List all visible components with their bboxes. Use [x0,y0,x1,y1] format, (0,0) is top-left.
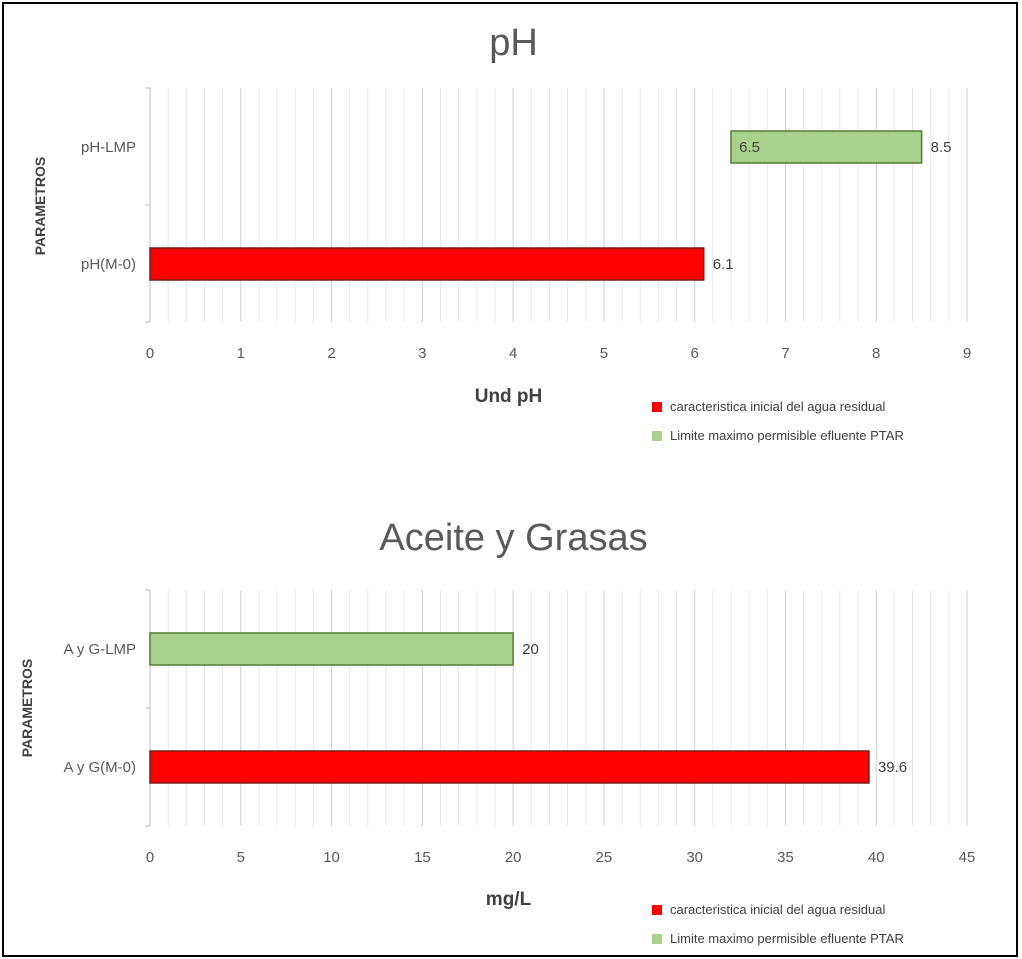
chart1-legend-swatch [652,905,662,915]
chart0-legend-label: caracteristica inicial del agua residual [670,399,885,414]
chart0-legend-swatch [652,431,662,441]
chart0-x-axis-title: Und pH [475,386,543,407]
chart0-title: pH [489,22,538,64]
chart0-legend-swatch [652,402,662,412]
chart0-x-tick-label: 1 [237,345,245,362]
chart0-bar-start-label: 6.5 [739,139,760,156]
chart1-x-tick-label: 5 [237,849,245,866]
chart1-legend-label: caracteristica inicial del agua residual [670,902,885,917]
chart1-category-label: A y G-LMP [63,641,136,658]
chart1-bar [149,632,514,666]
chart0-category-label: pH-LMP [81,139,136,156]
chart0-x-tick-label: 6 [690,345,698,362]
chart1-x-tick-label: 25 [596,849,613,866]
chart0-bar [149,247,705,281]
chart1-legend-label: Limite maximo permisible efluente PTAR [670,931,904,946]
chart0-category-label: pH(M-0) [81,256,136,273]
chart0-bar-end-label: 6.1 [713,256,734,273]
chart1-y-axis-title: PARAMETROS [19,659,35,758]
chart0-x-tick-label: 5 [600,345,608,362]
chart1-legend-swatch [652,934,662,944]
chart1-title: Aceite y Grasas [379,517,647,559]
chart1-x-tick-label: 45 [959,849,976,866]
chart0-x-tick-label: 0 [146,345,154,362]
chart0-x-tick-label: 8 [872,345,880,362]
chart0-x-tick-label: 4 [509,345,517,362]
chart0-x-tick-label: 3 [418,345,426,362]
chart1-x-tick-label: 30 [686,849,703,866]
chart0-x-tick-label: 2 [327,345,335,362]
chart1-x-axis-title: mg/L [486,889,532,910]
chart1-category-label: A y G(M-0) [63,759,136,776]
chart1-bar-end-label: 20 [522,641,539,658]
chart1-bar-end-label: 39.6 [878,759,907,776]
chart1-x-tick-label: 0 [146,849,154,866]
chart0-bar [730,130,923,164]
chart1-x-tick-label: 20 [505,849,522,866]
chart1-bar [149,750,870,784]
chart0-bar-end-label: 8.5 [931,139,952,156]
chart0-legend-label: Limite maximo permisible efluente PTAR [670,428,904,443]
chart1-x-tick-label: 35 [777,849,794,866]
chart1-x-tick-label: 10 [323,849,340,866]
chart0-y-axis-title: PARAMETROS [32,157,48,256]
chart0-x-tick-label: 7 [781,345,789,362]
chart1-x-tick-label: 15 [414,849,431,866]
chart0-x-tick-label: 9 [963,345,971,362]
chart1-x-tick-label: 40 [868,849,885,866]
